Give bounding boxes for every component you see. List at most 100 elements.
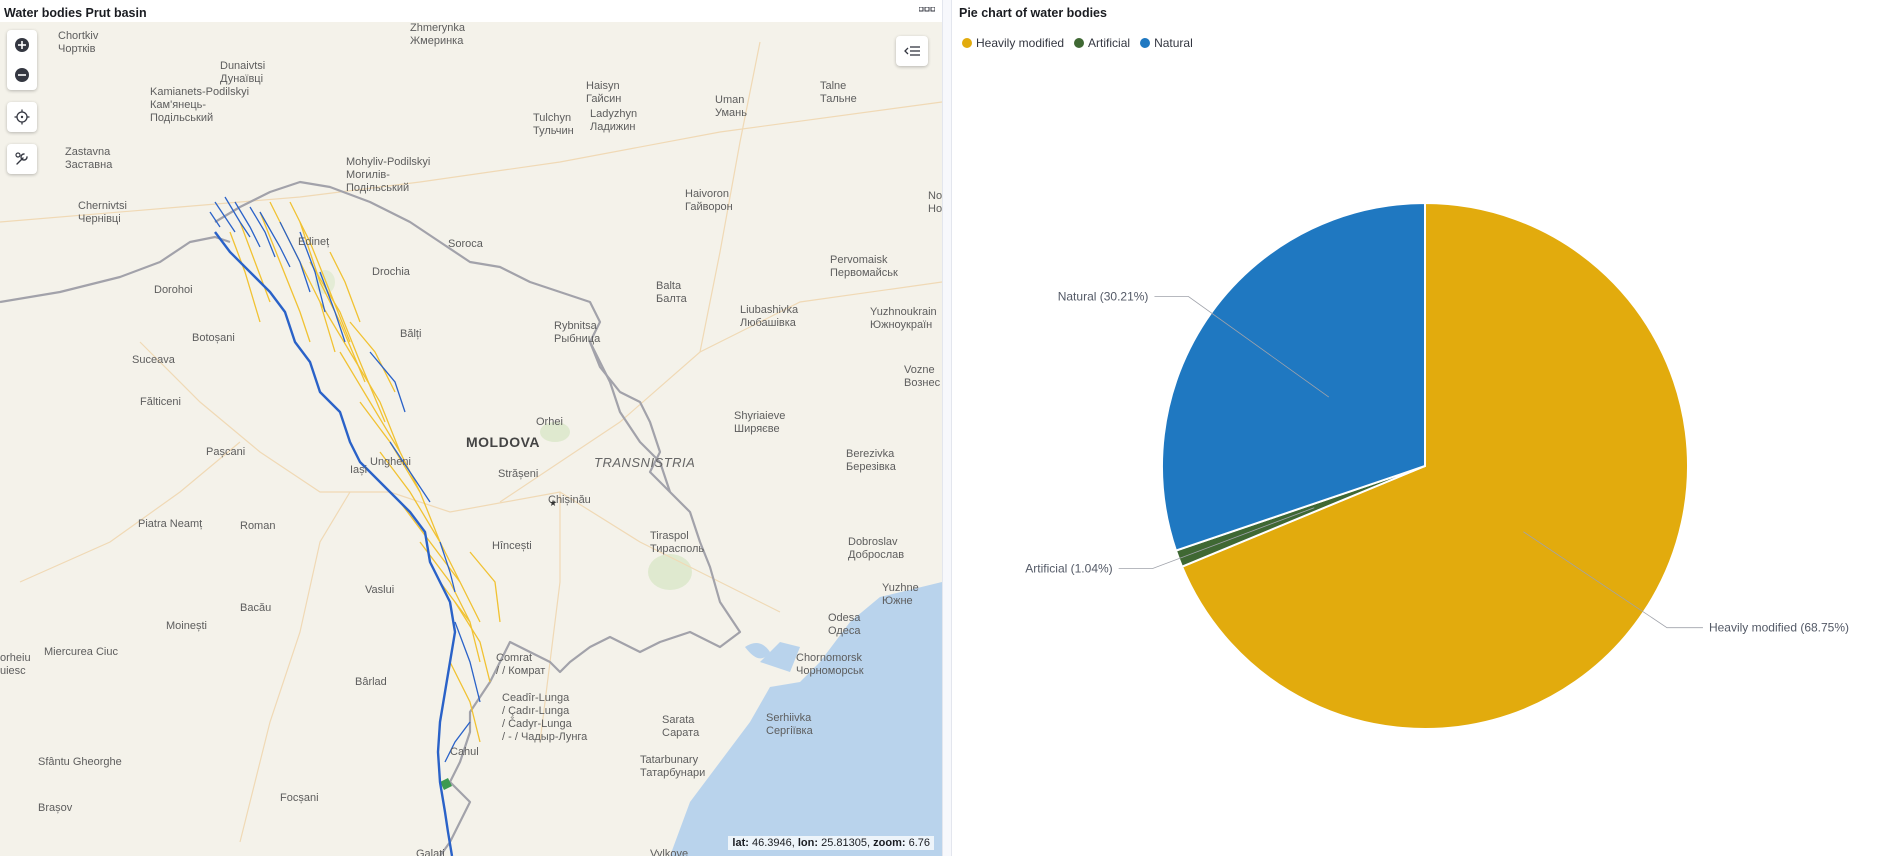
more-options-icon xyxy=(919,7,935,12)
pie-data-label: Natural (30.21%) xyxy=(1058,290,1149,304)
place-label: Botoșani xyxy=(192,332,235,344)
place-label: Haisyn Гайсин xyxy=(586,80,622,105)
place-label: Focșani xyxy=(280,792,319,804)
place-label: Dobroslav Доброслав xyxy=(848,536,905,561)
place-label: Serhiivka Сергіївка xyxy=(766,712,813,737)
place-label: Cahul xyxy=(450,746,479,758)
lon-value: 25.81305 xyxy=(821,837,867,849)
zoom-controls xyxy=(7,30,37,90)
place-label: Vozne Вознес xyxy=(904,364,941,389)
map-panel-title: Water bodies Prut basin xyxy=(4,6,147,20)
place-label: Berezivka Березівка xyxy=(846,448,896,473)
place-label: Kamianets-Podilskyi Кам'янець- Подільськ… xyxy=(150,86,250,124)
menu-collapse-icon xyxy=(904,46,920,56)
place-label: Moinești xyxy=(166,620,207,632)
lat-value: 46.3946 xyxy=(751,837,792,849)
legend-swatch xyxy=(962,38,972,48)
place-label: Uman Умань xyxy=(715,94,747,119)
legend-label: Heavily modified xyxy=(976,36,1065,50)
place-label: Drochia xyxy=(372,266,410,278)
place-label: Ungheni xyxy=(370,456,411,468)
place-label: Balta Балта xyxy=(656,280,687,305)
minus-circle-icon xyxy=(15,68,29,82)
zoom-out-button[interactable] xyxy=(7,60,37,90)
place-label: Edineț xyxy=(298,236,330,248)
place-label: Fălticeni xyxy=(140,396,181,408)
place-label: Orhei xyxy=(536,416,563,428)
place-label: Strășeni xyxy=(498,468,539,480)
place-label: Vylkove xyxy=(650,848,689,856)
legend-item-artificial[interactable]: Artificial xyxy=(1074,36,1130,50)
place-label: Sfântu Gheorghe xyxy=(38,756,122,768)
legend-item-natural[interactable]: Natural xyxy=(1140,36,1193,50)
place-label: Soroca xyxy=(448,238,483,250)
place-label: orheiu uiesc xyxy=(0,652,31,677)
place-label: Dunaivtsi Дунаївці xyxy=(220,60,266,85)
legend-label: Natural xyxy=(1154,36,1193,50)
place-label: Odesa Одеса xyxy=(828,612,861,637)
border-moldova-ukraine xyxy=(214,180,742,856)
place-label: Bacău xyxy=(240,602,272,614)
panel-options-button[interactable] xyxy=(918,4,936,16)
region-label: TRANSNISTRIA xyxy=(594,455,696,470)
layer-control-toggle[interactable] xyxy=(896,36,928,66)
plus-circle-icon xyxy=(15,38,29,52)
draw-tools-control xyxy=(7,144,37,174)
zoom-value: 6.76 xyxy=(908,837,930,849)
chart-panel: Pie chart of water bodies Heavily modifi… xyxy=(952,0,1902,856)
pie-data-label: Heavily modified (68.75%) xyxy=(1709,621,1849,635)
place-label: Roman xyxy=(240,520,276,532)
place-label: Haivoron Гайворон xyxy=(685,188,733,213)
place-label: No Ho xyxy=(928,190,942,215)
place-label: Dorohoi xyxy=(154,284,193,296)
fit-to-data-button[interactable] xyxy=(7,102,37,132)
place-label: Zhmerynka Жмеринка xyxy=(410,22,466,47)
pie-data-label: Artificial (1.04%) xyxy=(1025,562,1112,576)
chart-panel-title: Pie chart of water bodies xyxy=(959,6,1107,20)
border-transnistria xyxy=(589,341,672,493)
place-label: Zastavna Заставна xyxy=(65,146,113,171)
prut-river xyxy=(214,231,457,856)
panel-divider xyxy=(942,0,952,856)
pie-leader-line xyxy=(1118,507,1315,569)
map-canvas[interactable]: Chortkiv Чортків Zhmerynka Жмеринка Duna… xyxy=(0,22,942,856)
black-sea xyxy=(670,582,942,856)
lat-label: lat: xyxy=(732,837,749,849)
legend-swatch xyxy=(1074,38,1085,48)
place-label: Chortkiv Чортків xyxy=(58,30,99,55)
place-label: Talne Тальне xyxy=(820,80,857,105)
place-label: Iași xyxy=(350,464,368,476)
place-label: Bălți xyxy=(400,328,422,340)
lon-label: lon: xyxy=(797,837,819,849)
place-label: Yuzhnoukrain Южноукраїн xyxy=(870,306,937,331)
place-label: Ladyzhyn Ладижин xyxy=(590,108,638,133)
map-basemap xyxy=(0,22,942,856)
country-label: MOLDOVA xyxy=(466,434,541,450)
place-label: Chișinău xyxy=(548,494,591,506)
capital-star-icon: ★ xyxy=(549,498,558,508)
pie-leader-line xyxy=(1523,531,1703,629)
place-label: Piatra Neamț xyxy=(138,518,203,530)
place-label: Suceava xyxy=(132,354,175,366)
pie-leader-line xyxy=(1154,296,1330,398)
place-label: Ceadîr-Lunga / Çadır-Lunga / Čadyr-Lunga… xyxy=(502,692,588,743)
legend-item-heavily-modified[interactable]: Heavily modified xyxy=(962,36,1064,50)
place-label: Galați xyxy=(416,848,445,856)
place-label: Mohyliv-Podilskyi Могилів- Подільський xyxy=(346,156,431,194)
crosshair-icon xyxy=(14,109,30,125)
place-label: Liubashivka Любашівка xyxy=(740,304,799,329)
place-label: Sarata Сарата xyxy=(662,714,700,739)
artificial-water-body xyxy=(440,778,452,790)
pie-chart: Heavily modified (68.75%) Artificial (1.0… xyxy=(1025,201,1849,730)
zoom-in-button[interactable] xyxy=(7,30,37,60)
place-label: Rybnitsa Рыбница xyxy=(554,320,601,345)
draw-tool-button[interactable] xyxy=(7,144,37,174)
map-panel: Water bodies Prut basin xyxy=(0,0,942,856)
border-ukraine-romania xyxy=(0,235,231,304)
legend-label: Artificial xyxy=(1088,36,1131,50)
place-label: Tiraspol Тирасполь xyxy=(650,530,705,555)
place-label: Tulchyn Тульчин xyxy=(533,112,574,137)
place-label: Pașcani xyxy=(206,446,246,458)
chart-legend: Heavily modified Artificial Natural xyxy=(962,36,1193,50)
map-coordinates-readout: lat: 46.3946, lon: 25.81305, zoom: 6.76 xyxy=(728,836,934,850)
